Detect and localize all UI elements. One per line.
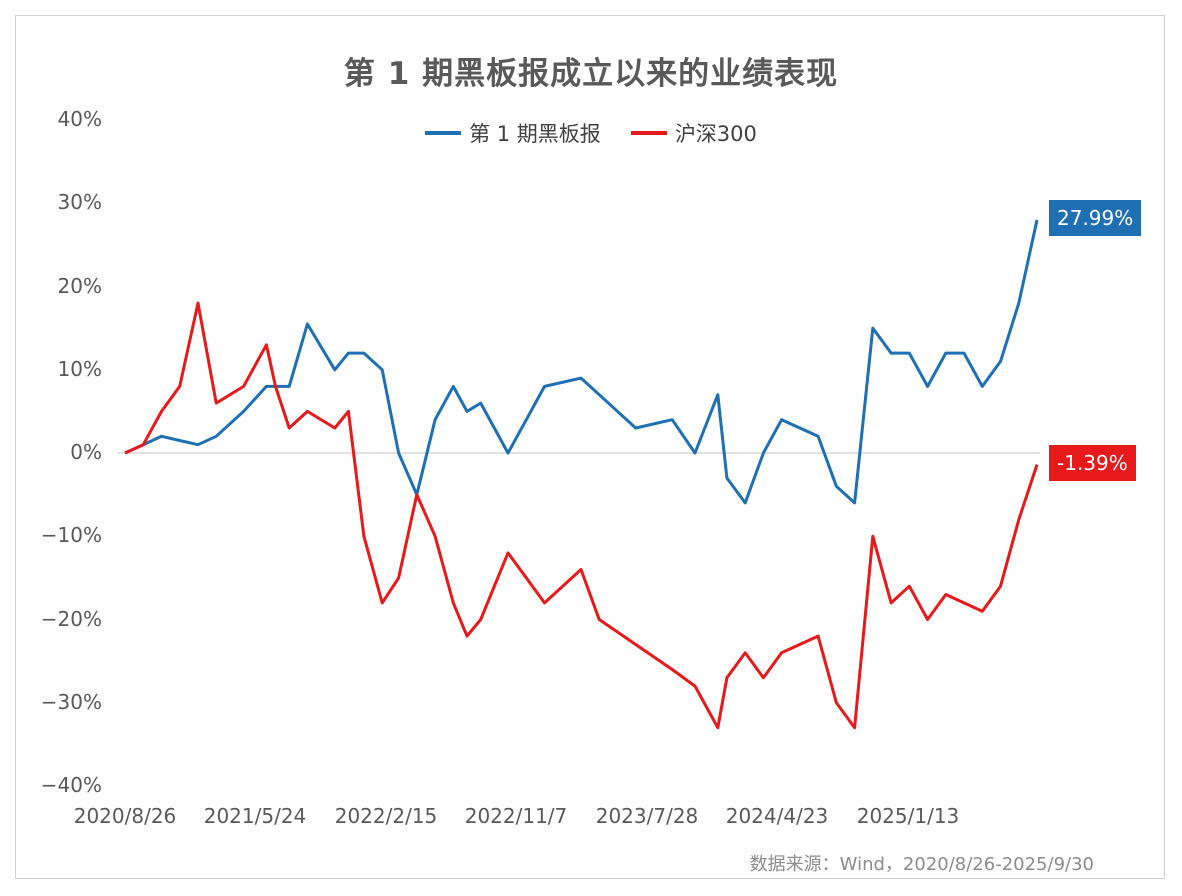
end-label-index: -1.39%: [1049, 444, 1136, 481]
series-line-index: [124, 301, 1039, 730]
y-tick-label: −30%: [40, 690, 102, 714]
x-tick-label: 2021/5/24: [203, 804, 307, 828]
y-tick-label: 20%: [57, 274, 102, 298]
legend-swatch-index: [630, 131, 667, 135]
x-tick-label: 2022/11/7: [464, 804, 568, 828]
series-line-fund: [124, 219, 1039, 505]
x-tick-label: 2024/4/23: [725, 804, 829, 828]
chart-legend: 第 1 期黑板报 沪深300: [0, 118, 1182, 148]
end-label-fund: 27.99%: [1049, 199, 1142, 236]
y-tick-label: 30%: [57, 190, 102, 214]
x-tick-label: 2025/1/13: [856, 804, 960, 828]
x-tick-label: 2020/8/26: [73, 804, 177, 828]
y-tick-label: 10%: [57, 357, 102, 381]
legend-label-index: 沪深300: [674, 122, 757, 146]
y-tick-label: 40%: [57, 107, 102, 131]
y-tick-label: −20%: [40, 607, 102, 631]
y-tick-label: 0%: [70, 440, 102, 464]
legend-item-index: 沪深300: [630, 118, 757, 148]
x-tick-label: 2022/2/15: [334, 804, 438, 828]
legend-label-fund: 第 1 期黑板报: [469, 122, 601, 146]
x-tick-label: 2023/7/28: [595, 804, 699, 828]
source-note: 数据来源：Wind，2020/8/26-2025/9/30: [749, 854, 1094, 875]
chart-title: 第 1 期黑板报成立以来的业绩表现: [343, 56, 839, 92]
y-tick-label: −10%: [40, 523, 102, 547]
chart-frame: [15, 15, 1165, 879]
y-tick-label: −40%: [40, 773, 102, 797]
legend-swatch-fund: [425, 131, 462, 135]
legend-item-fund: 第 1 期黑板报: [425, 118, 601, 148]
